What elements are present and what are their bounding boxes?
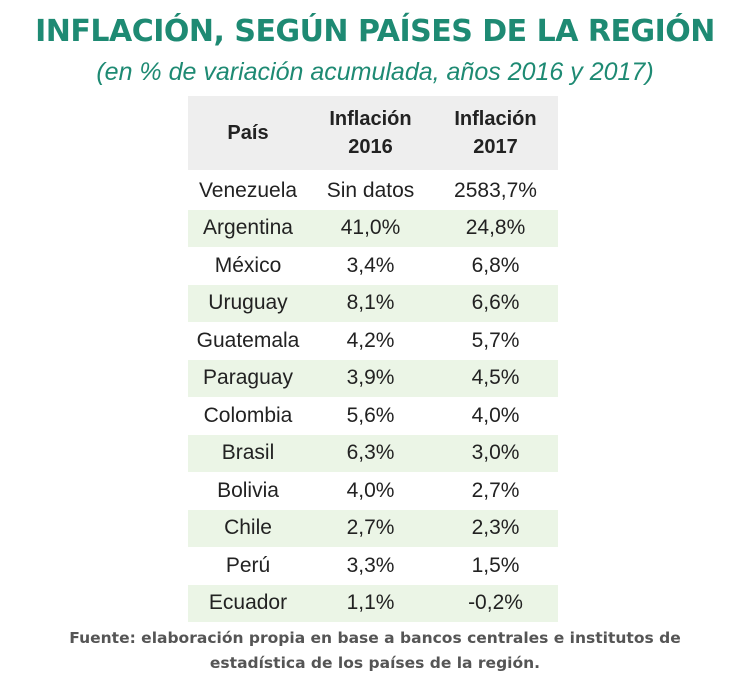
column-header-pais: País — [188, 119, 308, 147]
column-header-line: Inflación — [454, 108, 537, 130]
inflation-2016-cell: 6,3% — [346, 441, 395, 465]
inflation-2017-cell: 24,8% — [465, 216, 526, 240]
country-cell: Argentina — [203, 216, 293, 240]
inflation-2017-cell: 6,8% — [471, 253, 520, 277]
source-note: Fuente: elaboración propia en base a ban… — [0, 626, 750, 676]
inflation-2016-cell: 4,0% — [346, 478, 395, 502]
inflation-2016-cell: 5,6% — [346, 403, 395, 427]
source-line: estadística de los países de la región. — [209, 654, 541, 672]
inflation-2016-cell: 4,2% — [346, 328, 395, 352]
inflation-table: País Inflación 2016 Inflación 2017 Venez… — [188, 96, 558, 622]
inflation-2017-cell: 6,6% — [471, 291, 520, 315]
table-row: México 3,4% 6,8% — [188, 247, 558, 285]
inflation-2016-cell: 41,0% — [340, 216, 401, 240]
inflation-2017-cell: 2,3% — [471, 516, 520, 540]
chart-subtitle: (en % de variación acumulada, años 2016 … — [96, 58, 654, 86]
country-cell: Brasil — [221, 441, 275, 465]
table-row: Venezuela Sin datos 2583,7% — [188, 172, 558, 210]
inflation-2016-cell: 3,3% — [346, 553, 395, 577]
country-cell: Guatemala — [196, 328, 300, 352]
inflation-2017-cell: 4,5% — [471, 366, 520, 390]
country-cell: Paraguay — [203, 366, 293, 390]
inflation-2016-cell: 2,7% — [346, 516, 395, 540]
country-cell: Bolivia — [217, 478, 279, 502]
country-cell: Chile — [224, 516, 272, 540]
country-cell: Uruguay — [208, 291, 288, 315]
inflation-2016-cell: 1,1% — [346, 591, 395, 615]
inflation-2016-cell: 3,4% — [346, 253, 395, 277]
table-row: Chile 2,7% 2,3% — [188, 509, 558, 547]
table-row: Argentina 41,0% 24,8% — [188, 209, 558, 247]
table-row: Guatemala 4,2% 5,7% — [188, 322, 558, 360]
inflation-2017-cell: 2583,7% — [454, 178, 537, 202]
table-body: Venezuela Sin datos 2583,7% Argentina 41,0% 2… — [188, 172, 558, 622]
table-row: Ecuador 1,1% -0,2% — [188, 584, 558, 622]
table-header-row: País Inflación 2016 Inflación 2017 — [188, 96, 558, 170]
column-header-inflacion-2017: Inflación 2017 — [433, 105, 558, 161]
inflation-2017-cell: 4,0% — [471, 403, 520, 427]
inflation-2016-cell: 8,1% — [346, 291, 395, 315]
table-row: Colombia 5,6% 4,0% — [188, 397, 558, 435]
table-row: Paraguay 3,9% 4,5% — [188, 359, 558, 397]
inflation-2017-cell: 3,0% — [471, 441, 520, 465]
column-header-line: 2017 — [473, 136, 518, 158]
table-row: Bolivia 4,0% 2,7% — [188, 472, 558, 510]
source-line: Fuente: elaboración propia en base a ban… — [69, 629, 681, 647]
inflation-2016-cell: 3,9% — [346, 366, 395, 390]
inflation-2017-cell: -0,2% — [468, 591, 523, 615]
inflation-2017-cell: 2,7% — [471, 478, 520, 502]
country-cell: Perú — [225, 553, 271, 577]
country-cell: Ecuador — [208, 591, 288, 615]
table-row: Perú 3,3% 1,5% — [188, 547, 558, 585]
column-header-line: Inflación — [329, 108, 412, 130]
inflation-2016-cell: Sin datos — [326, 178, 415, 202]
table-row: Brasil 6,3% 3,0% — [188, 434, 558, 472]
inflation-2017-cell: 5,7% — [471, 328, 520, 352]
country-cell: México — [214, 253, 282, 277]
chart-title: INFLACIÓN, SEGÚN PAÍSES DE LA REGIÓN — [35, 14, 715, 49]
inflation-2017-cell: 1,5% — [471, 553, 520, 577]
country-cell: Colombia — [203, 403, 293, 427]
column-header-line: País — [227, 122, 269, 144]
column-header-inflacion-2016: Inflación 2016 — [308, 105, 433, 161]
country-cell: Venezuela — [198, 178, 298, 202]
column-header-line: 2016 — [348, 136, 393, 158]
table-row: Uruguay 8,1% 6,6% — [188, 284, 558, 322]
